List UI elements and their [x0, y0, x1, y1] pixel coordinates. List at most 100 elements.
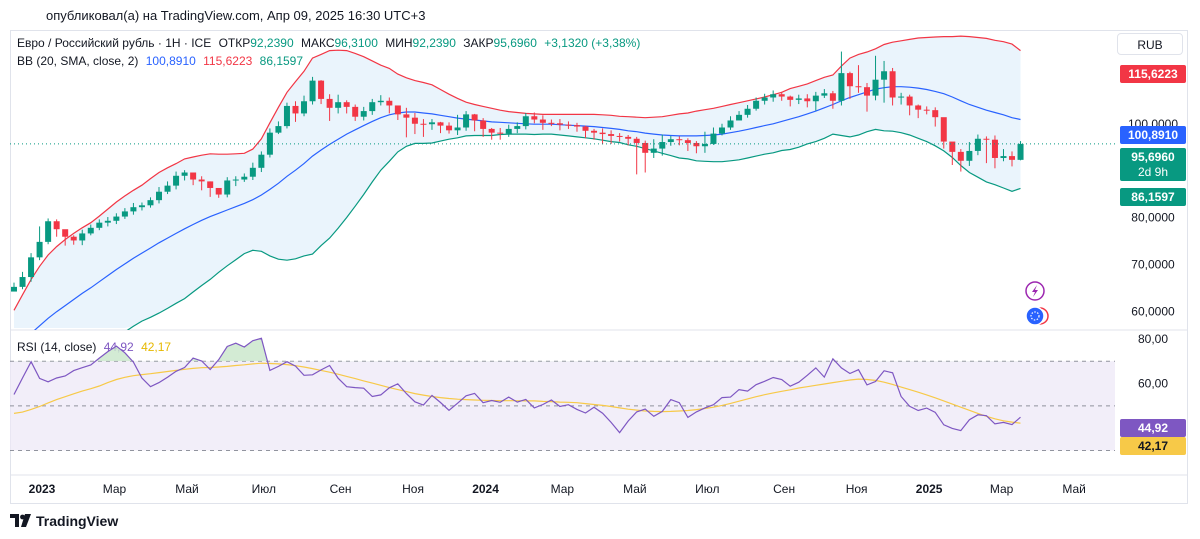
- rsi-tick-label: 80,00: [1138, 332, 1168, 346]
- candle: [96, 219, 103, 231]
- candle-body: [770, 94, 777, 98]
- candle: [556, 119, 563, 131]
- candle: [582, 125, 589, 139]
- candle-body: [727, 120, 734, 128]
- bb-basis-value: 100,8910: [145, 54, 196, 68]
- high-value: 96,3100: [334, 36, 378, 50]
- candle: [28, 253, 35, 282]
- candle-body: [360, 111, 367, 117]
- candle-body: [966, 150, 973, 161]
- candle-body: [138, 205, 145, 208]
- candle: [420, 119, 427, 137]
- candle: [829, 90, 836, 109]
- candle: [991, 135, 998, 169]
- basis-badge-text: 100,8910: [1128, 128, 1178, 142]
- candle: [258, 151, 265, 173]
- candle: [701, 131, 708, 153]
- candle: [283, 102, 290, 129]
- candle: [565, 121, 572, 129]
- candle: [318, 80, 325, 105]
- candle: [812, 91, 819, 111]
- candle-body: [898, 96, 905, 98]
- candle: [463, 111, 470, 131]
- candle-body: [522, 116, 529, 127]
- candle-body: [471, 114, 478, 121]
- candle: [87, 224, 94, 236]
- countdown-text: 2d 9h: [1138, 165, 1168, 179]
- candle-body: [19, 277, 26, 287]
- rsi-ma-line: [13, 362, 1021, 424]
- candle: [454, 114, 461, 135]
- rsi-tick-label: 60,00: [1138, 377, 1168, 391]
- candle-body: [79, 233, 86, 241]
- tradingview-brand: TradingView: [36, 513, 119, 529]
- candle-body: [556, 123, 563, 125]
- candle-body: [198, 179, 205, 182]
- economic-events-icon[interactable]: [1025, 306, 1049, 326]
- candle-body: [514, 126, 521, 129]
- candle-body: [642, 142, 649, 153]
- symbol-title[interactable]: Евро / Российский рубль · 1Н · ICE: [17, 36, 212, 50]
- tradingview-logo[interactable]: TradingView: [10, 513, 118, 529]
- candle: [386, 97, 393, 114]
- candle: [488, 127, 495, 140]
- candle-body: [940, 117, 947, 142]
- candle: [309, 76, 316, 105]
- candle-body: [164, 185, 171, 192]
- candle-body: [488, 128, 495, 133]
- bb-label[interactable]: BB (20, SMA, close, 2): [17, 54, 139, 68]
- candle-body: [949, 141, 956, 152]
- candle: [62, 229, 69, 246]
- candle-body: [838, 73, 845, 101]
- time-tick-label: 2023: [29, 482, 56, 496]
- candle-body: [667, 139, 674, 143]
- candle: [377, 95, 384, 106]
- candle-body: [215, 187, 222, 195]
- candle-body: [915, 105, 922, 110]
- lightning-icon[interactable]: [1025, 281, 1045, 301]
- rsi-ma-legend-value: 42,17: [141, 340, 172, 354]
- candle-body: [463, 114, 470, 128]
- candle: [181, 170, 188, 181]
- candle: [881, 60, 888, 103]
- candle-body: [744, 108, 751, 115]
- price-tick-label: 70,0000: [1131, 257, 1175, 271]
- candle-body: [352, 106, 359, 117]
- price-tick-label: 60,0000: [1131, 304, 1175, 318]
- candle: [650, 139, 657, 158]
- candle: [795, 94, 802, 105]
- candle: [11, 282, 17, 292]
- rsi-overbought-fill: [95, 338, 836, 362]
- candle: [718, 123, 725, 136]
- time-tick-label: Сен: [330, 482, 352, 496]
- candle-body: [403, 114, 410, 118]
- candle-body: [864, 87, 870, 96]
- time-tick-label: Июл: [695, 482, 719, 496]
- time-tick-label: Июл: [252, 482, 276, 496]
- candle-body: [539, 119, 546, 123]
- candle-body: [710, 133, 717, 144]
- candle: [224, 177, 231, 198]
- candle-body: [181, 172, 188, 176]
- candle-body: [881, 71, 888, 80]
- candle-body: [258, 154, 265, 168]
- currency-button[interactable]: RUB: [1117, 33, 1183, 55]
- candle-body: [241, 176, 248, 180]
- candle-body: [113, 216, 120, 221]
- candle-body: [599, 132, 606, 135]
- candle-body: [531, 116, 538, 120]
- candle-body: [70, 236, 77, 241]
- candle: [19, 271, 26, 290]
- candle-body: [446, 125, 453, 131]
- candle: [838, 51, 845, 106]
- candle: [113, 213, 120, 225]
- candle-body: [45, 221, 52, 242]
- rsi-label[interactable]: RSI (14, close): [17, 340, 97, 354]
- candle-body: [386, 100, 393, 106]
- bb-lower-value: 86,1597: [259, 54, 304, 68]
- candle-body: [795, 98, 802, 100]
- candle: [1017, 141, 1024, 161]
- candle: [864, 82, 870, 112]
- candle: [642, 140, 649, 173]
